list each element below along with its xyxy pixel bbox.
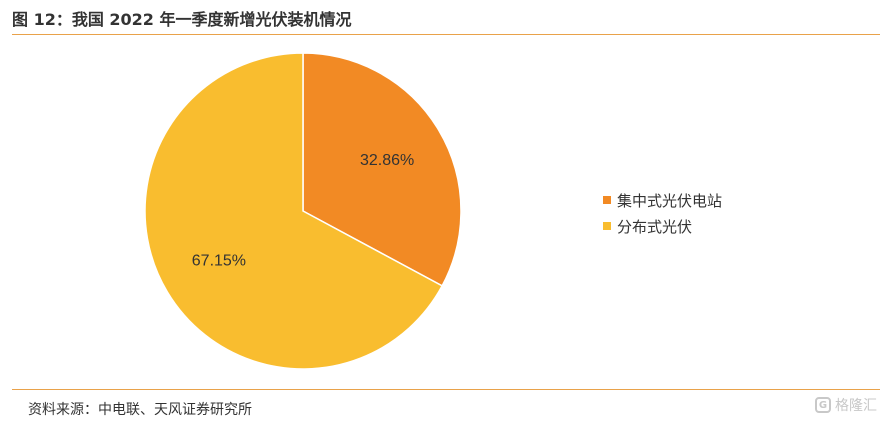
data-label-centralized: 32.86% (360, 152, 414, 169)
pie-slices (144, 52, 462, 370)
watermark-text: 格隆汇 (835, 398, 877, 414)
legend-swatch-centralized (603, 196, 611, 204)
legend-item-distributed: 分布式光伏 (603, 213, 722, 239)
source-divider (12, 389, 880, 390)
pie-data-labels: 32.86% 67.15% (192, 152, 414, 270)
source-note: 资料来源：中电联、天风证券研究所 (28, 402, 252, 418)
watermark: G 格隆汇 (815, 395, 877, 415)
pie-slice-centralized (302, 52, 462, 287)
pie-slice-distributed (144, 52, 444, 370)
figure-title: 图 12：我国 2022 年一季度新增光伏装机情况 (12, 10, 352, 29)
legend-label-distributed: 分布式光伏 (617, 217, 693, 236)
title-divider (12, 34, 880, 35)
legend-label-centralized: 集中式光伏电站 (617, 191, 723, 210)
legend-swatch-distributed (603, 222, 611, 230)
chart-legend: 集中式光伏电站 分布式光伏 (603, 187, 722, 239)
data-label-distributed: 67.15% (192, 252, 246, 269)
legend-item-centralized: 集中式光伏电站 (603, 187, 722, 213)
gelonghui-logo-icon: G (815, 397, 831, 413)
